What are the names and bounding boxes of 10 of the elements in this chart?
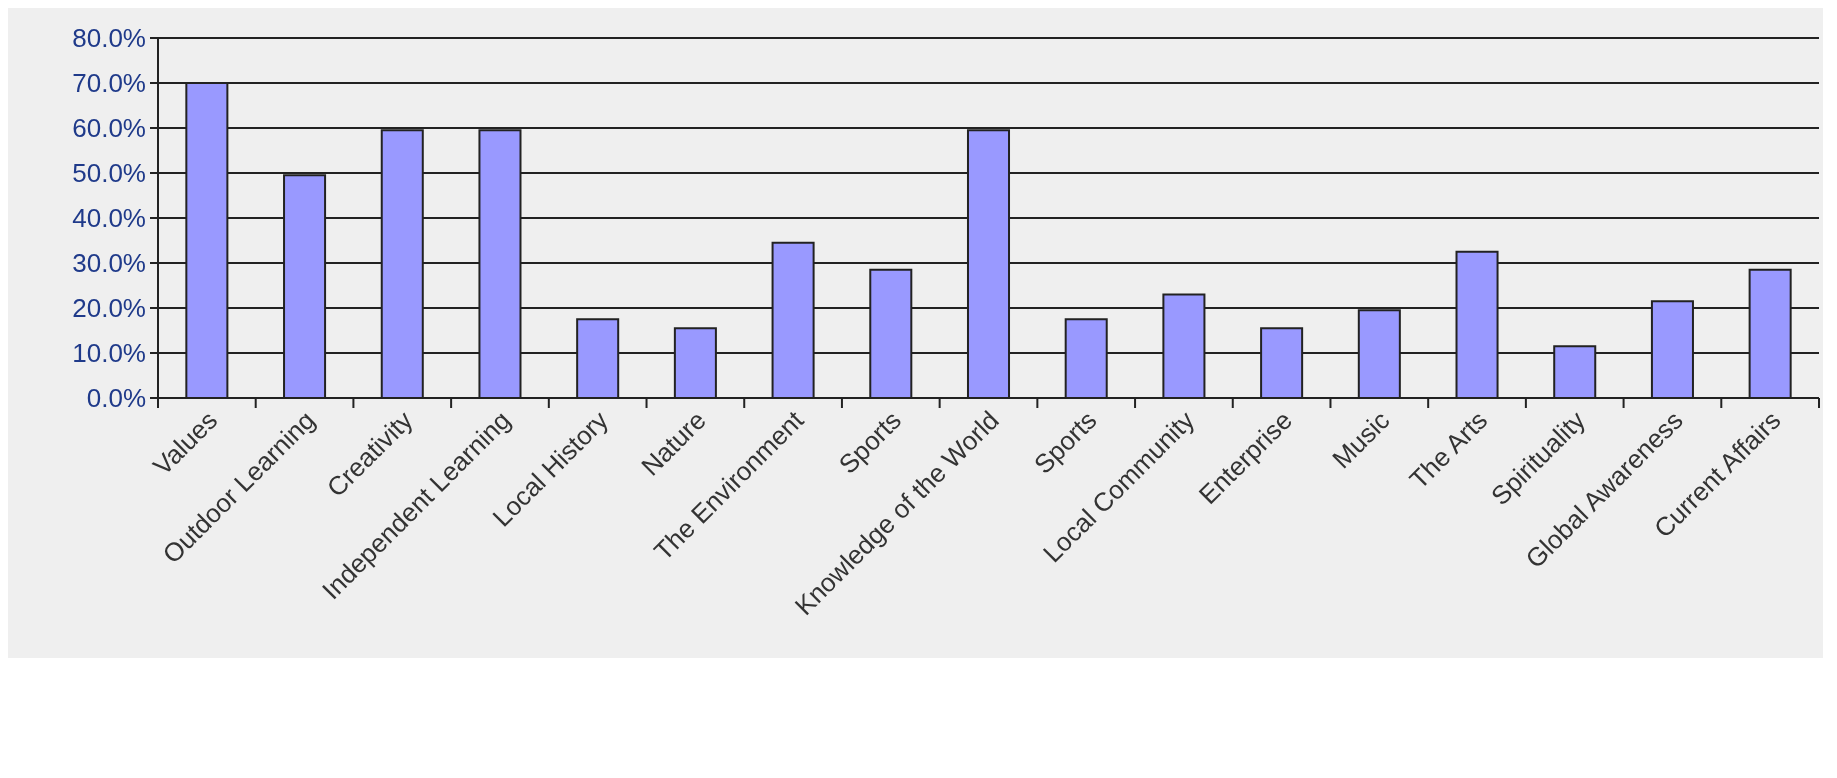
y-tick-label: 30.0% — [72, 248, 146, 279]
y-tick-label: 20.0% — [72, 293, 146, 324]
x-tick-label: The Arts — [1403, 405, 1494, 495]
y-tick-label: 80.0% — [72, 23, 146, 54]
y-tick-label: 0.0% — [86, 383, 146, 414]
y-tick-label: 60.0% — [72, 113, 146, 144]
y-tick-label: 10.0% — [72, 338, 146, 369]
y-tick-label: 40.0% — [72, 203, 146, 234]
y-tick-label: 70.0% — [72, 68, 146, 99]
y-tick-label: 50.0% — [72, 158, 146, 189]
